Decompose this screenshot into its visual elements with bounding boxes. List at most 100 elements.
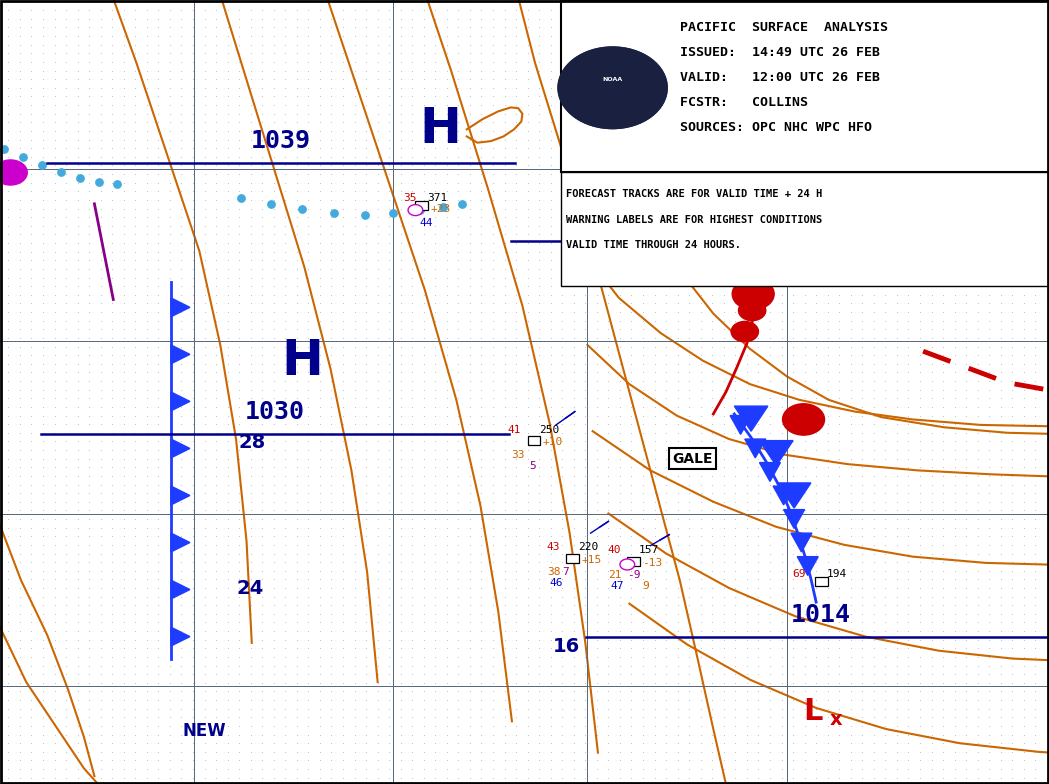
Point: [646, 746, 663, 758]
Point: [508, 513, 524, 525]
Point: [958, 73, 975, 85]
Point: [404, 659, 421, 672]
Point: [877, 720, 894, 732]
Point: [704, 746, 721, 758]
Point: [127, 4, 144, 16]
Point: [854, 202, 871, 215]
Point: [692, 4, 709, 16]
Point: [219, 573, 236, 586]
Point: [681, 47, 698, 60]
Point: [415, 90, 432, 103]
Point: [635, 642, 651, 655]
Point: [462, 64, 478, 77]
Point: [992, 142, 1009, 154]
Point: [323, 56, 340, 68]
Point: [762, 366, 778, 379]
Point: [277, 383, 294, 396]
Point: [519, 73, 536, 85]
Point: [404, 332, 421, 344]
Point: [0, 0, 17, 8]
Point: [473, 4, 490, 16]
Point: [427, 271, 444, 284]
Point: [623, 608, 640, 620]
Point: [946, 263, 963, 275]
Point: [335, 314, 351, 327]
Point: [738, 547, 755, 560]
Point: [704, 254, 721, 267]
Point: [1015, 539, 1032, 551]
Point: [173, 642, 190, 655]
Point: [219, 711, 236, 724]
Point: [277, 142, 294, 154]
Point: [208, 0, 224, 8]
Point: [796, 702, 813, 715]
Point: [854, 711, 871, 724]
Point: [392, 133, 409, 146]
Point: [404, 513, 421, 525]
Point: [588, 185, 605, 198]
Point: [219, 82, 236, 94]
Text: H: H: [420, 105, 462, 154]
Point: [889, 202, 905, 215]
Point: [635, 564, 651, 577]
Point: [531, 771, 548, 784]
Point: [265, 754, 282, 767]
Point: [923, 142, 940, 154]
Point: [877, 306, 894, 318]
Point: [531, 728, 548, 741]
Point: [669, 289, 686, 301]
Point: [58, 711, 74, 724]
Point: [865, 228, 882, 241]
Point: [196, 125, 213, 137]
Point: [1039, 470, 1049, 482]
Point: [1039, 366, 1049, 379]
Point: [254, 151, 271, 163]
Point: [727, 401, 744, 413]
Point: [692, 349, 709, 361]
Point: [485, 263, 501, 275]
Point: [762, 271, 778, 284]
Point: [346, 444, 363, 456]
Point: [923, 582, 940, 594]
Point: [704, 0, 721, 8]
Point: [600, 763, 617, 775]
Point: [762, 694, 778, 706]
Point: [715, 401, 732, 413]
Point: [485, 659, 501, 672]
Point: [173, 409, 190, 422]
Point: [381, 228, 398, 241]
Point: [58, 211, 74, 223]
Polygon shape: [171, 533, 190, 552]
Point: [992, 409, 1009, 422]
Point: [877, 349, 894, 361]
Point: [35, 452, 51, 465]
Point: [496, 151, 513, 163]
Point: [185, 513, 201, 525]
Point: [635, 702, 651, 715]
Point: [335, 694, 351, 706]
Point: [242, 383, 259, 396]
Point: [138, 513, 155, 525]
Point: [81, 659, 98, 672]
Point: [92, 685, 109, 698]
Point: [300, 771, 317, 784]
Point: [127, 392, 144, 405]
Point: [877, 176, 894, 189]
Point: [773, 547, 790, 560]
Point: [254, 366, 271, 379]
Point: [923, 4, 940, 16]
Point: [35, 159, 51, 172]
Point: [381, 426, 398, 439]
Point: [415, 159, 432, 172]
Point: [208, 349, 224, 361]
Point: [577, 263, 594, 275]
Point: [750, 659, 767, 672]
Point: [288, 418, 305, 430]
Point: [185, 366, 201, 379]
Point: [462, 194, 478, 206]
Point: [519, 280, 536, 292]
Point: [854, 513, 871, 525]
Point: [635, 21, 651, 34]
Point: [681, 771, 698, 784]
Point: [958, 90, 975, 103]
